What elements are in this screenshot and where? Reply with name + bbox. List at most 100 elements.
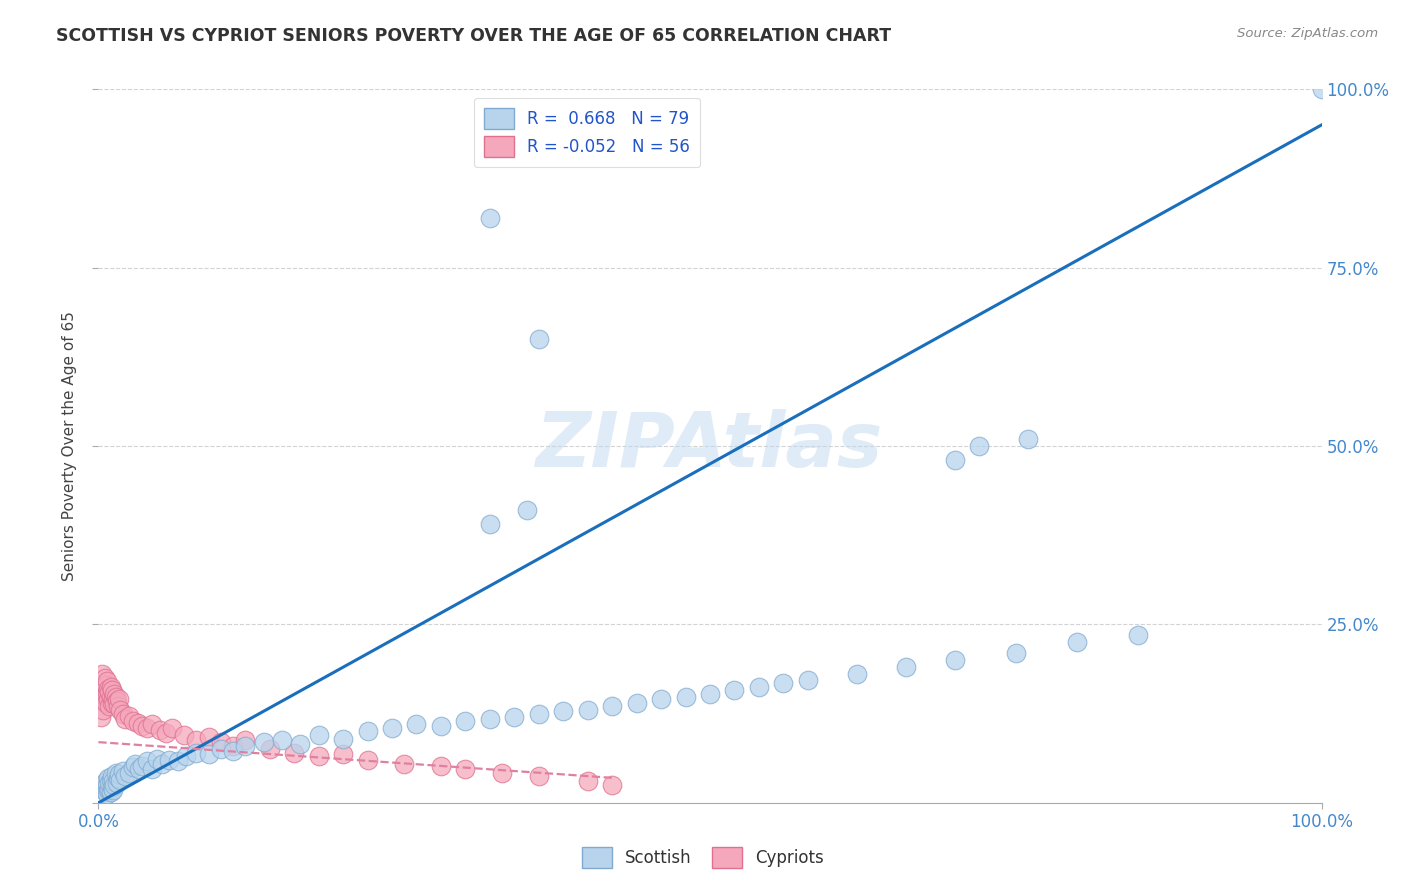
Point [157,753,180,767]
Point [96,787,118,801]
Point [699,687,721,701]
Point [160,721,183,735]
Point [252,735,274,749]
Point [97,783,120,797]
Point [209,742,232,756]
Point [1310,82,1333,96]
Point [91,703,114,717]
Point [233,739,256,753]
Legend: R =  0.668   N = 79, R = -0.052   N = 56: R = 0.668 N = 79, R = -0.052 N = 56 [474,97,700,167]
Point [600,778,623,792]
Point [797,673,820,687]
Point [136,721,159,735]
Point [155,726,177,740]
Point [121,714,143,728]
Point [103,778,125,792]
Point [600,699,623,714]
Point [93,689,115,703]
Point [101,780,124,794]
Point [111,706,134,721]
Point [101,769,124,783]
Point [121,760,143,774]
Point [454,714,477,728]
Point [845,667,868,681]
Point [675,690,697,705]
Point [222,744,245,758]
Point [943,453,966,467]
Point [527,706,550,721]
Text: ZIPAtlas: ZIPAtlas [536,409,884,483]
Point [1128,628,1150,642]
Point [108,692,131,706]
Point [197,730,219,744]
Point [894,660,917,674]
Point [150,756,173,771]
Point [100,785,122,799]
Point [723,683,745,698]
Point [491,765,513,780]
Point [1004,646,1026,660]
Point [943,653,966,667]
Point [332,747,354,762]
Point [98,781,121,796]
Point [527,769,550,783]
Point [105,694,128,708]
Point [173,728,195,742]
Point [111,764,134,778]
Point [748,680,770,694]
Point [101,683,124,698]
Point [1017,432,1039,446]
Point [626,696,648,710]
Point [96,778,118,792]
Point [90,710,112,724]
Point [101,692,124,706]
Point [478,211,501,225]
Point [104,765,127,780]
Point [91,778,114,792]
Point [91,667,114,681]
Point [167,755,190,769]
Point [94,678,117,692]
Point [356,724,378,739]
Point [141,762,163,776]
Point [118,765,141,780]
Point [176,749,198,764]
Point [430,758,453,772]
Point [186,746,208,760]
Point [118,708,141,723]
Point [98,685,121,699]
Text: SCOTTISH VS CYPRIOT SENIORS POVERTY OVER THE AGE OF 65 CORRELATION CHART: SCOTTISH VS CYPRIOT SENIORS POVERTY OVER… [56,27,891,45]
Legend: Scottish, Cypriots: Scottish, Cypriots [575,840,831,875]
Point [308,728,330,742]
Point [141,717,163,731]
Point [186,733,208,747]
Point [104,690,127,705]
Point [149,723,172,737]
Point [222,739,245,753]
Point [772,676,794,690]
Point [454,762,477,776]
Point [100,680,122,694]
Point [290,737,312,751]
Point [97,692,120,706]
Point [553,705,575,719]
Point [392,756,416,771]
Point [332,731,354,746]
Point [430,719,453,733]
Point [93,780,115,794]
Point [107,699,129,714]
Point [114,769,136,783]
Point [100,772,122,787]
Point [97,771,120,785]
Point [576,774,599,789]
Point [283,746,305,760]
Point [91,781,114,796]
Point [110,772,132,787]
Point [136,755,159,769]
Point [101,783,124,797]
Point [478,712,501,726]
Point [131,719,153,733]
Point [96,674,118,689]
Point [96,685,118,699]
Point [233,733,256,747]
